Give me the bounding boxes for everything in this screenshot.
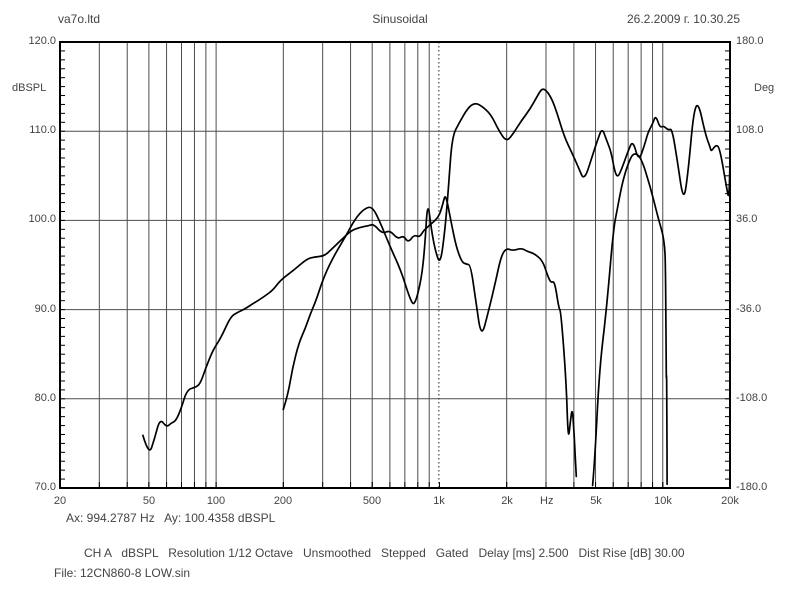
right-axis-label: -36.0 [736, 303, 762, 315]
curve-spl-low-driver [142, 196, 578, 478]
bottom-axis-label: 20 [53, 495, 67, 507]
left-axis-label: 110.0 [29, 124, 56, 136]
right-axis-label: 36.0 [736, 213, 758, 225]
curve-spl-high-driver [282, 88, 731, 411]
bottom-axis-label: 20k [721, 495, 739, 507]
bottom-axis-label: 5k [590, 495, 602, 507]
left-axis-label: 80.0 [34, 392, 56, 404]
bottom-axis-label: 2k [501, 495, 513, 507]
right-axis-title: Deg [754, 82, 775, 94]
datetime-stamp: 26.2.2009 г. 10.30.25 [626, 12, 740, 26]
bottom-axis-label: 50 [142, 495, 156, 507]
loaded-file-label: va7o.ltd [58, 12, 101, 26]
right-axis-label: 180.0 [736, 35, 764, 47]
left-axis-label: 100.0 [28, 213, 56, 225]
cursor-readout: Ax: 994.2787 Hz Ay: 100.4358 dBSPL [66, 511, 276, 525]
left-axis-label: 70.0 [34, 481, 56, 493]
right-axis-label: -180.0 [736, 481, 768, 493]
left-axis-title: dBSPL [12, 82, 47, 94]
left-axis-label: 120.0 [28, 35, 56, 47]
bottom-axis-label: 100 [206, 495, 226, 507]
bottom-axis-label: 200 [273, 495, 293, 507]
left-axis-label: 90.0 [34, 303, 56, 315]
file-name-line: File: 12CN860-8 LOW.sin [54, 566, 191, 580]
right-axis-label: -108.0 [736, 392, 768, 404]
bottom-axis-unit: Hz [540, 495, 554, 507]
measurement-title: Sinusoidal [372, 12, 428, 26]
curve-phase [591, 153, 668, 487]
measurement-settings-line: CH A dBSPL Resolution 1/12 Octave Unsmoo… [84, 546, 685, 560]
bottom-axis-label: 10k [654, 495, 672, 507]
bottom-axis-label: 500 [362, 495, 382, 507]
bottom-axis-label: 1k [433, 495, 445, 507]
right-axis-label: 108.0 [736, 124, 764, 136]
